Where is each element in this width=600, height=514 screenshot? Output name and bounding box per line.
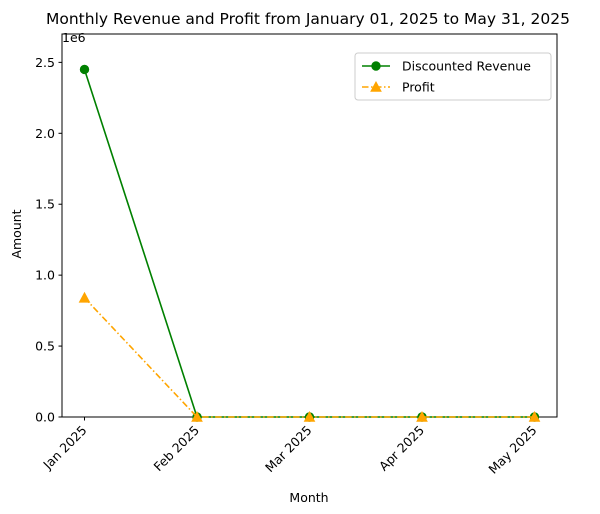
x-axis-label: Month	[289, 490, 328, 505]
legend: Discounted Revenue Profit	[354, 52, 552, 101]
y-tick-label: 0.0	[35, 410, 55, 425]
y-tick-label: 0.5	[35, 339, 55, 354]
y-tick-label: 1.0	[35, 268, 55, 283]
legend-marker	[371, 61, 381, 71]
y-axis-offset-label: 1e6	[62, 30, 86, 45]
legend-marker	[370, 80, 382, 92]
y-axis-label: Amount	[9, 209, 24, 258]
chart-title: Monthly Revenue and Profit from January …	[46, 10, 570, 28]
data-point-profit	[78, 291, 91, 303]
data-point-profit	[303, 410, 316, 422]
data-point-profit	[416, 410, 428, 422]
data-point-discounted-revenue	[79, 64, 90, 75]
data-point-profit	[191, 410, 203, 422]
legend-item-discounted-revenue: Discounted Revenue	[362, 59, 531, 74]
series-profit	[78, 291, 541, 422]
data-point-profit	[528, 410, 541, 422]
y-tick-label: 1.5	[35, 197, 55, 212]
legend-item-profit: Profit	[362, 80, 435, 95]
legend-label: Discounted Revenue	[402, 59, 531, 74]
y-axis: 0.0 0.5 1.0 1.5 2.0 2.5	[35, 55, 62, 425]
legend-label: Profit	[402, 80, 435, 95]
y-tick-label: 2.5	[35, 55, 55, 70]
y-tick-label: 2.0	[35, 126, 55, 141]
legend-box	[354, 52, 552, 101]
series-layer	[78, 64, 541, 422]
